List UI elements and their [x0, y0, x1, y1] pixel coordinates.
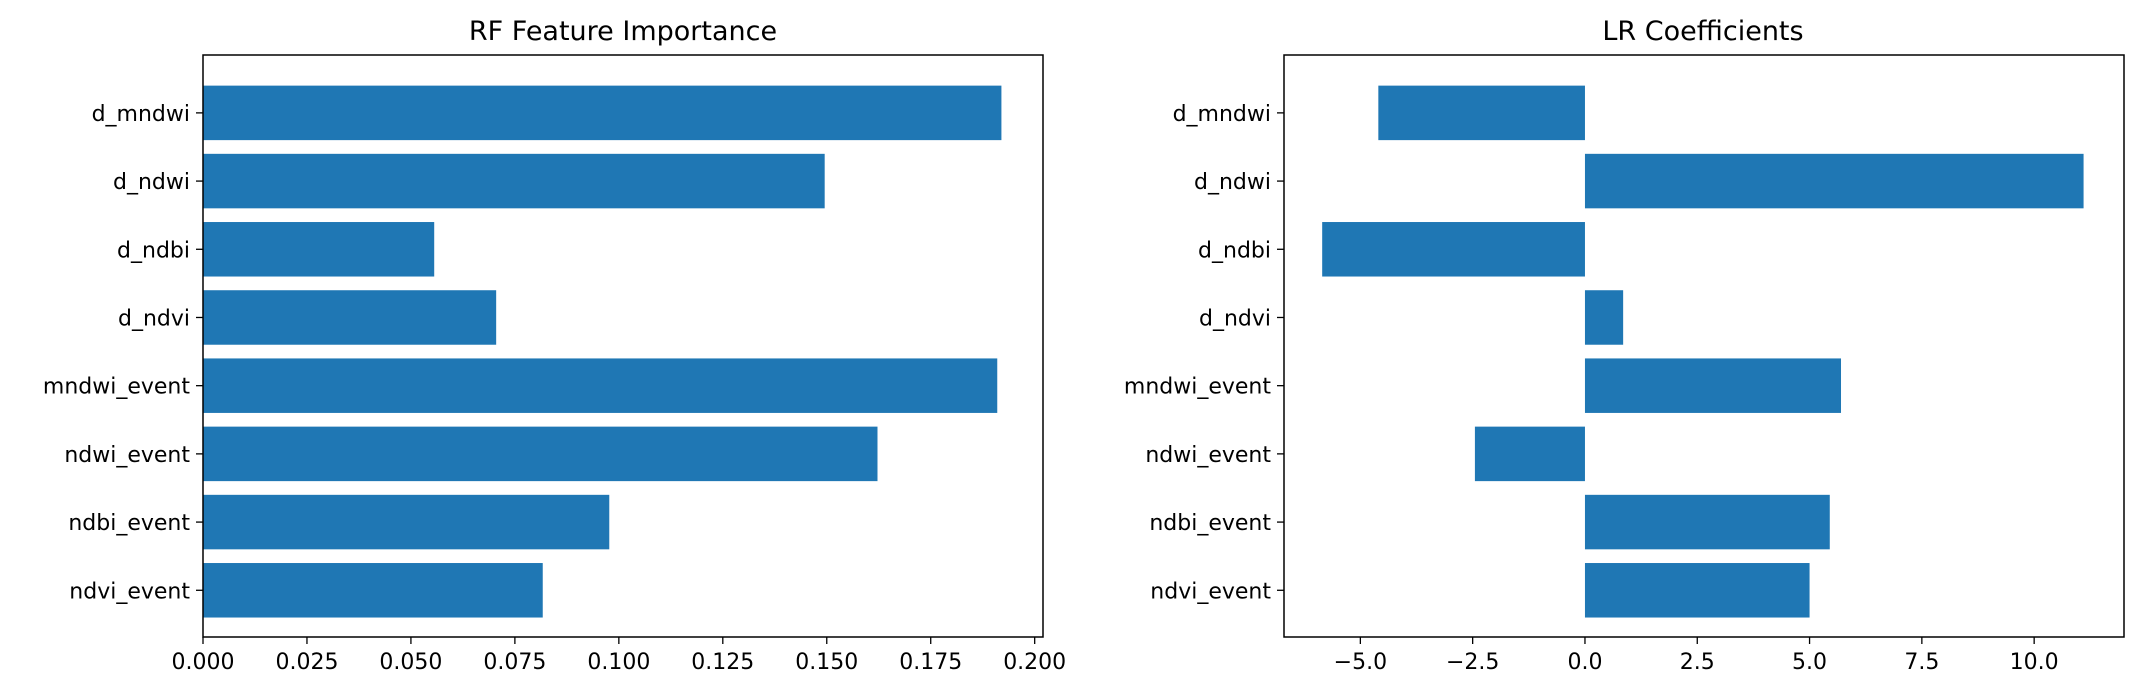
rf-x-tick-label: 0.025 — [275, 650, 338, 675]
lr-x-tick-label: 7.5 — [1904, 650, 1939, 675]
lr-bar-d_mndwi — [1378, 85, 1585, 141]
rf-x-tick-label: 0.100 — [587, 650, 650, 675]
rf-bar-ndvi_event — [203, 563, 543, 618]
rf-x-tick-label: 0.050 — [379, 650, 442, 675]
lr-bar-ndvi_event — [1584, 563, 1810, 618]
rf-y-tick-label: d_ndwi — [113, 170, 190, 195]
lr-bar-mndwi_event — [1584, 358, 1842, 413]
rf-y-tick-label: d_mndwi — [92, 102, 190, 127]
rf-y-tick-label: d_ndbi — [117, 238, 190, 263]
lr-bar-ndwi_event — [1474, 426, 1585, 482]
rf-bar-d_mndwi — [203, 85, 1002, 141]
lr-bar-ndbi_event — [1584, 494, 1830, 550]
rf-x-tick-label: 0.125 — [691, 650, 754, 675]
rf-y-tick-label: d_ndvi — [118, 306, 190, 331]
rf-bar-ndbi_event — [203, 494, 610, 550]
rf-x-tick-label: 0.175 — [899, 650, 962, 675]
lr-y-tick-label: ndwi_event — [1145, 443, 1271, 468]
lr-x-tick-label: −5.0 — [1334, 650, 1387, 675]
lr-coefficients-chart: LR Coefficients d_mndwi d_ndwi d_ndbi d_ndv… — [1124, 16, 2125, 675]
rf-y-tick-label: ndbi_event — [68, 511, 190, 536]
rf-bar-d_ndvi — [203, 290, 497, 345]
lr-x-tick-label: 0.0 — [1567, 650, 1602, 675]
lr-y-tick-label: d_mndwi — [1173, 102, 1271, 127]
rf-chart-title: RF Feature Importance — [469, 16, 777, 47]
rf-bar-ndwi_event — [203, 426, 878, 482]
rf-bar-d_ndwi — [203, 153, 825, 209]
lr-y-tick-label: d_ndwi — [1194, 170, 1271, 195]
lr-chart-title: LR Coefficients — [1602, 16, 1803, 47]
lr-bars — [1322, 85, 2084, 618]
rf-bar-mndwi_event — [203, 358, 998, 413]
lr-bar-d_ndwi — [1584, 153, 2084, 209]
rf-x-axis: 0.000 0.025 0.050 0.075 0.100 0.125 0.150 0.175… — [172, 637, 1066, 675]
lr-x-tick-label: 2.5 — [1680, 650, 1715, 675]
rf-x-tick-label: 0.200 — [1003, 650, 1066, 675]
lr-y-tick-label: mndwi_event — [1124, 375, 1271, 400]
lr-y-tick-label: ndbi_event — [1149, 511, 1271, 536]
lr-y-tick-label: ndvi_event — [1150, 579, 1271, 604]
lr-y-tick-label: d_ndbi — [1198, 238, 1271, 263]
rf-y-axis: d_mndwi d_ndwi d_ndbi d_ndvi mndwi_eventndwi… — [43, 102, 203, 604]
lr-x-tick-label: 10.0 — [2010, 650, 2059, 675]
rf-importance-chart: RF Feature Importance d_mndwi d_ndwi d_ndb… — [43, 16, 1066, 675]
lr-y-axis: d_mndwi d_ndwi d_ndbi d_ndvi mndwi_eventndwi… — [1124, 102, 1284, 604]
lr-x-tick-label: −2.5 — [1446, 650, 1499, 675]
rf-x-tick-label: 0.150 — [795, 650, 858, 675]
lr-bar-d_ndbi — [1322, 222, 1585, 277]
lr-x-axis: −5.0 −2.5 0.0 2.5 5.0 7.5 10.0 — [1334, 637, 2059, 675]
lr-bar-d_ndvi — [1584, 290, 1624, 345]
rf-x-tick-label: 0.000 — [172, 650, 235, 675]
rf-bars — [203, 85, 1002, 618]
rf-bar-d_ndbi — [203, 222, 435, 277]
rf-y-tick-label: ndwi_event — [64, 443, 190, 468]
lr-plot-frame — [1283, 54, 2125, 638]
rf-y-tick-label: mndwi_event — [43, 375, 190, 400]
rf-plot-frame — [202, 54, 1044, 638]
lr-x-tick-label: 5.0 — [1792, 650, 1827, 675]
rf-x-tick-label: 0.075 — [483, 650, 546, 675]
rf-y-tick-label: ndvi_event — [69, 579, 190, 604]
lr-y-tick-label: d_ndvi — [1199, 306, 1271, 331]
